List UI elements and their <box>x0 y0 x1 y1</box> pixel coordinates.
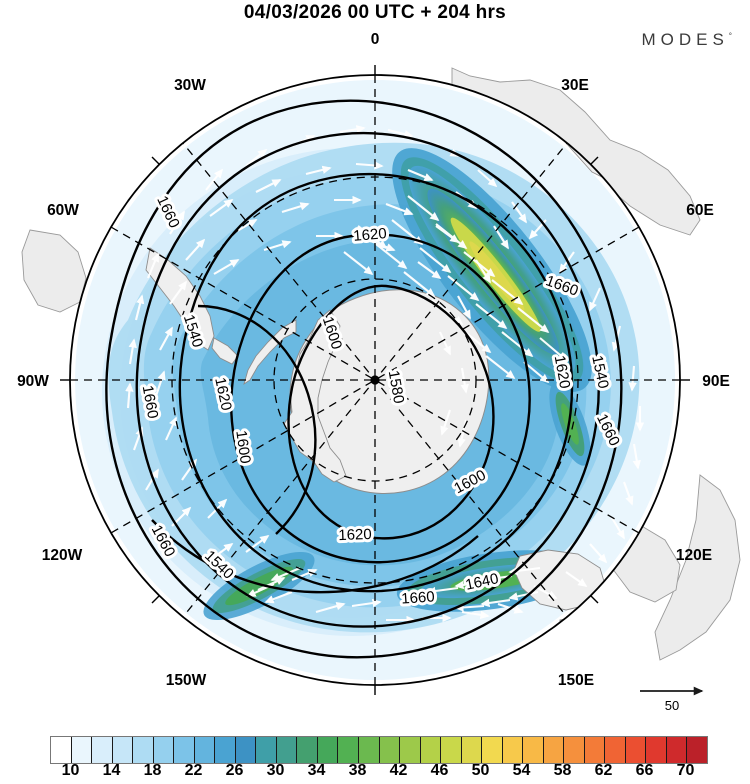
longitude-label-150E: 150E <box>558 672 594 689</box>
colorbar-cell <box>482 737 503 763</box>
logo-text: MODES <box>641 30 729 49</box>
colorbar-tick-34: 34 <box>307 762 326 779</box>
colorbar-cell <box>461 737 483 763</box>
globe-ticks <box>60 65 690 695</box>
contour-label-text: 1620 <box>551 354 574 390</box>
page-title: 04/03/2026 00 UTC + 204 hrs <box>243 2 507 23</box>
geopotential-contours <box>105 99 623 659</box>
longitude-label-90E: 90E <box>702 373 730 390</box>
colorbar-cell <box>338 737 359 763</box>
modes-logo: MODES° <box>641 30 732 50</box>
contour-label-text: 1620 <box>353 225 388 245</box>
colorbar-tick-10: 10 <box>61 762 80 779</box>
longitude-label-30W: 30W <box>174 77 206 94</box>
colorbar-tick-18: 18 <box>143 762 162 779</box>
colorbar-tick-54: 54 <box>512 762 531 779</box>
wind-scale-label: 50 <box>665 698 679 710</box>
colorbar-cell <box>317 737 339 763</box>
longitude-label-150W: 150W <box>166 672 207 689</box>
colorbar-tick-62: 62 <box>594 762 613 779</box>
colorbar-cell <box>71 737 93 763</box>
colorbar-cell <box>297 737 318 763</box>
south-pole-marker <box>370 375 380 385</box>
copyright-icon: ° <box>728 31 732 41</box>
longitude-label-90W: 90W <box>17 373 49 390</box>
colorbar-cell <box>276 737 298 763</box>
contour-label-text: 1660 <box>139 384 162 420</box>
contour-label-text: 1580 <box>385 369 408 405</box>
colorbar-cell <box>215 737 236 763</box>
colorbar-cell <box>584 737 606 763</box>
colorbar-cell <box>502 737 524 763</box>
colorbar-tick-58: 58 <box>553 762 572 779</box>
colorbar-cell <box>112 737 134 763</box>
colorbar[interactable] <box>50 736 708 764</box>
colorbar-tick-38: 38 <box>348 762 367 779</box>
colorbar-cell <box>687 737 707 763</box>
colorbar-tick-70: 70 <box>676 762 695 779</box>
colorbar-cell <box>605 737 626 763</box>
colorbar-cell <box>51 737 72 763</box>
contour-label-text: 1620 <box>338 526 372 544</box>
longitude-label-120E: 120E <box>676 547 712 564</box>
colorbar-cell <box>441 737 462 763</box>
longitude-label-30E: 30E <box>561 77 589 94</box>
colorbar-tick-46: 46 <box>430 762 449 779</box>
colorbar-cell <box>174 737 195 763</box>
colorbar-cell <box>379 737 401 763</box>
colorbar-cell <box>420 737 442 763</box>
colorbar-cell <box>235 737 257 763</box>
colorbar-cell <box>256 737 277 763</box>
longitude-label-0: 0 <box>371 31 380 48</box>
colorbar-tick-50: 50 <box>471 762 490 779</box>
colorbar-cell <box>625 737 647 763</box>
map-canvas: 030E60E90E120E150E180150W120W90W60W30W 1… <box>17 31 741 710</box>
wind-scale-reference: 50 <box>640 686 704 710</box>
contour-label-text: 1600 <box>232 429 253 464</box>
colorbar-tick-14: 14 <box>102 762 121 779</box>
colorbar-cell <box>564 737 585 763</box>
colorbar-cell <box>400 737 421 763</box>
colorbar-cell <box>666 737 688 763</box>
colorbar-cell <box>543 737 565 763</box>
colorbar-tick-66: 66 <box>635 762 654 779</box>
colorbar-tick-22: 22 <box>184 762 203 779</box>
longitude-label-120W: 120W <box>42 547 83 564</box>
colorbar-ticks: 10 14 18 22 26 30 34 38 42 46 50 54 58 62 66 70 <box>50 762 706 784</box>
polar-map: 030E60E90E120E150E180150W120W90W60W30W 1… <box>0 20 750 710</box>
colorbar-cell <box>92 737 113 763</box>
longitude-label-60W: 60W <box>47 202 79 219</box>
colorbar-tick-30: 30 <box>266 762 285 779</box>
longitude-labels: 030E60E90E120E150E180150W120W90W60W30W <box>17 31 730 689</box>
colorbar-tick-26: 26 <box>225 762 244 779</box>
colorbar-cell <box>523 737 544 763</box>
colorbar-tick-42: 42 <box>389 762 408 779</box>
colorbar-cell <box>358 737 380 763</box>
colorbar-cell <box>646 737 667 763</box>
colorbar-cell <box>194 737 216 763</box>
contour-label-text: 1620 <box>211 376 235 412</box>
contour-label-text: 1640 <box>464 570 500 594</box>
colorbar-cell <box>153 737 175 763</box>
inner-landmasses <box>145 115 661 637</box>
contour-label-text: 1540 <box>588 354 612 390</box>
colorbar-cell <box>133 737 154 763</box>
contour-label-text: 1660 <box>401 588 435 607</box>
longitude-label-60E: 60E <box>686 202 714 219</box>
